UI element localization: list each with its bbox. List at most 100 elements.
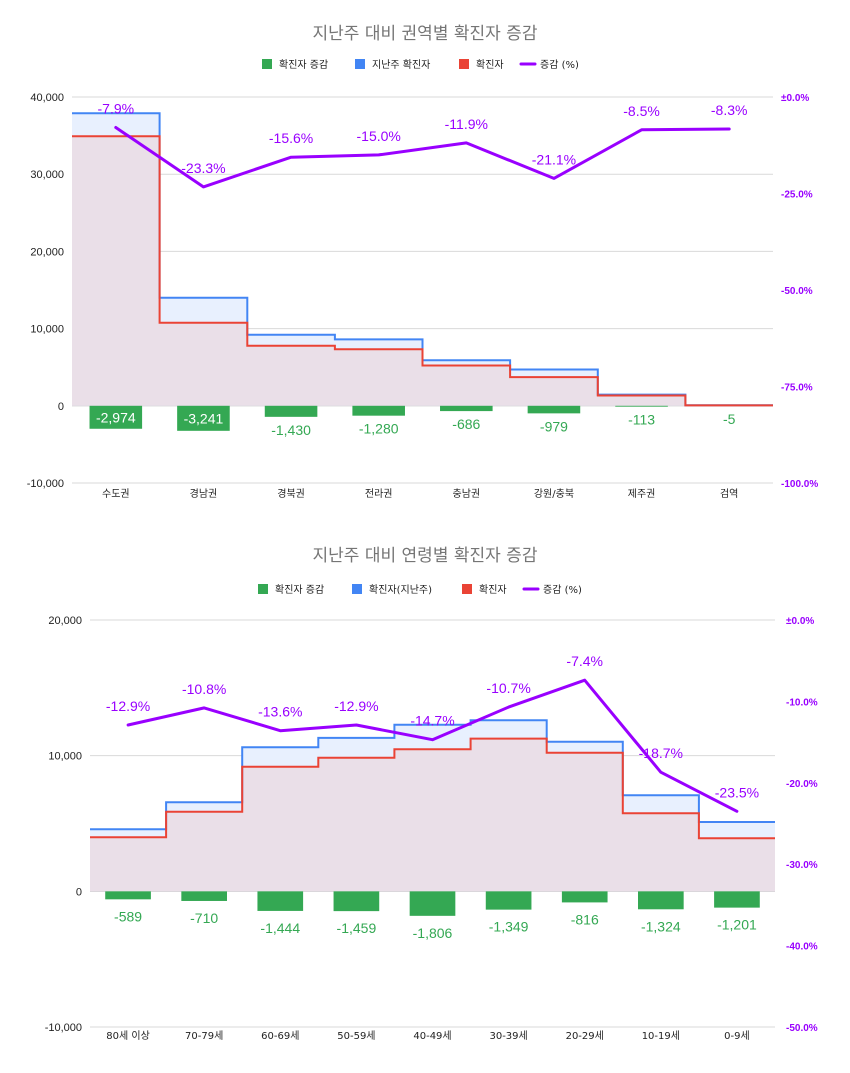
chart-title: 지난주 대비 권역별 확진자 증감: [313, 24, 538, 44]
legend-item-0: 확진자 증감: [262, 59, 328, 71]
increase-bar: [638, 891, 684, 910]
increase-label: -113: [628, 412, 655, 428]
pct-label: -13.6%: [258, 704, 302, 720]
pct-label: -15.0%: [357, 128, 401, 144]
increase-label: -1,324: [641, 918, 681, 934]
increase-label: -1,806: [413, 925, 453, 941]
increase-bar: [615, 405, 668, 407]
y2-tick-label: -50.0%: [781, 286, 813, 297]
y-tick-label: 40,000: [30, 92, 64, 104]
y2-tick-label: -40.0%: [786, 942, 818, 953]
pct-label: -14.7%: [410, 713, 454, 729]
legend-swatch: [462, 584, 472, 594]
increase-label: -1,430: [271, 422, 311, 438]
increase-bar: [181, 891, 227, 901]
y2-tick-label: ±0.0%: [786, 616, 814, 627]
y2-tick-label: -30.0%: [786, 860, 818, 871]
category-label: 50-59세: [337, 1030, 375, 1042]
legend-item-0: 확진자 증감: [258, 584, 324, 596]
y2-tick-label: -10.0%: [786, 697, 818, 708]
pct-label: -21.1%: [532, 151, 576, 167]
y2-tick-label: -50.0%: [786, 1023, 818, 1034]
y-tick-label: 10,000: [48, 751, 82, 763]
legend-item-3: 증감 (%): [522, 584, 582, 596]
pct-label: -10.8%: [182, 681, 226, 697]
category-label: 40-49세: [413, 1030, 451, 1042]
category-label: 70-79세: [185, 1030, 223, 1042]
increase-label: -979: [540, 418, 568, 434]
legend-item-1: 지난주 확진자: [355, 59, 430, 71]
increase-label: -1,444: [260, 920, 300, 936]
pct-label: -7.4%: [566, 653, 603, 669]
increase-bar: [409, 891, 456, 916]
increase-label: -2,974: [96, 409, 136, 425]
category-label: 60-69세: [261, 1030, 299, 1042]
last-week-line: [90, 719, 775, 831]
pct-line: [114, 126, 731, 189]
pct-label: -8.5%: [623, 103, 660, 119]
category-label: 전라권: [365, 488, 393, 500]
increase-bar: [105, 891, 151, 900]
y-tick-label: -10,000: [45, 1022, 82, 1034]
increase-label: -3,241: [184, 410, 224, 426]
increase-bar: [561, 891, 608, 903]
increase-label: -1,349: [489, 919, 529, 935]
increase-label: -710: [190, 910, 218, 926]
increase-bar: [527, 405, 581, 414]
legend-swatch: [352, 584, 362, 594]
increase-bar: [89, 405, 143, 429]
increase-bar: [714, 891, 760, 908]
category-label: 수도권: [102, 488, 130, 500]
y-tick-label: 0: [58, 401, 64, 413]
increase-label: -5: [723, 411, 736, 427]
pct-label: -23.3%: [181, 160, 225, 176]
pct-line: [126, 678, 739, 813]
legend-item-1: 확진자(지난주): [352, 584, 432, 596]
increase-bar: [264, 405, 318, 417]
legend-swatch: [459, 59, 469, 69]
y-tick-label: 0: [76, 886, 82, 898]
category-label: 제주권: [628, 488, 656, 500]
y2-tick-label: ±0.0%: [781, 93, 809, 104]
legend-label: 확진자: [476, 59, 504, 71]
pct-label: -23.5%: [715, 784, 759, 800]
pct-label: -8.3%: [711, 102, 748, 118]
category-label: 경남권: [190, 487, 218, 500]
category-label: 검역: [720, 488, 738, 500]
legend-swatch: [262, 59, 272, 69]
increase-bar: [440, 405, 493, 412]
increase-label: -1,459: [337, 920, 377, 936]
legend-swatch: [258, 584, 268, 594]
pct-label: -7.9%: [98, 100, 135, 116]
category-label: 80세 이상: [106, 1030, 150, 1042]
legend-label: 확진자(지난주): [369, 584, 432, 596]
y2-tick-label: -75.0%: [781, 383, 813, 394]
legend-label: 확진자 증감: [279, 59, 328, 71]
category-label: 20-29세: [566, 1030, 604, 1042]
increase-label: -1,280: [359, 421, 399, 437]
y2-tick-label: -20.0%: [786, 779, 818, 790]
y-tick-label: -10,000: [27, 478, 64, 490]
pct-label: -12.9%: [106, 698, 150, 714]
y-tick-label: 30,000: [30, 169, 64, 181]
category-label: 0-9세: [724, 1030, 750, 1042]
category-label: 충남권: [453, 488, 481, 500]
legend-label: 확진자: [479, 584, 507, 596]
increase-bar: [485, 891, 532, 910]
current-line: [90, 737, 775, 840]
legend-label: 증감 (%): [543, 584, 582, 596]
category-label: 30-39세: [489, 1030, 527, 1042]
category-label: 10-19세: [642, 1030, 680, 1042]
legend-swatch: [355, 59, 365, 69]
pct-label: -12.9%: [334, 698, 378, 714]
legend-item-2: 확진자: [462, 584, 507, 596]
y-tick-label: 20,000: [48, 615, 82, 627]
increase-bar: [333, 891, 380, 912]
pct-label: -15.6%: [269, 130, 313, 146]
increase-label: -1,201: [717, 917, 757, 933]
increase-label: -816: [571, 911, 599, 927]
pct-label: -18.7%: [639, 745, 683, 761]
